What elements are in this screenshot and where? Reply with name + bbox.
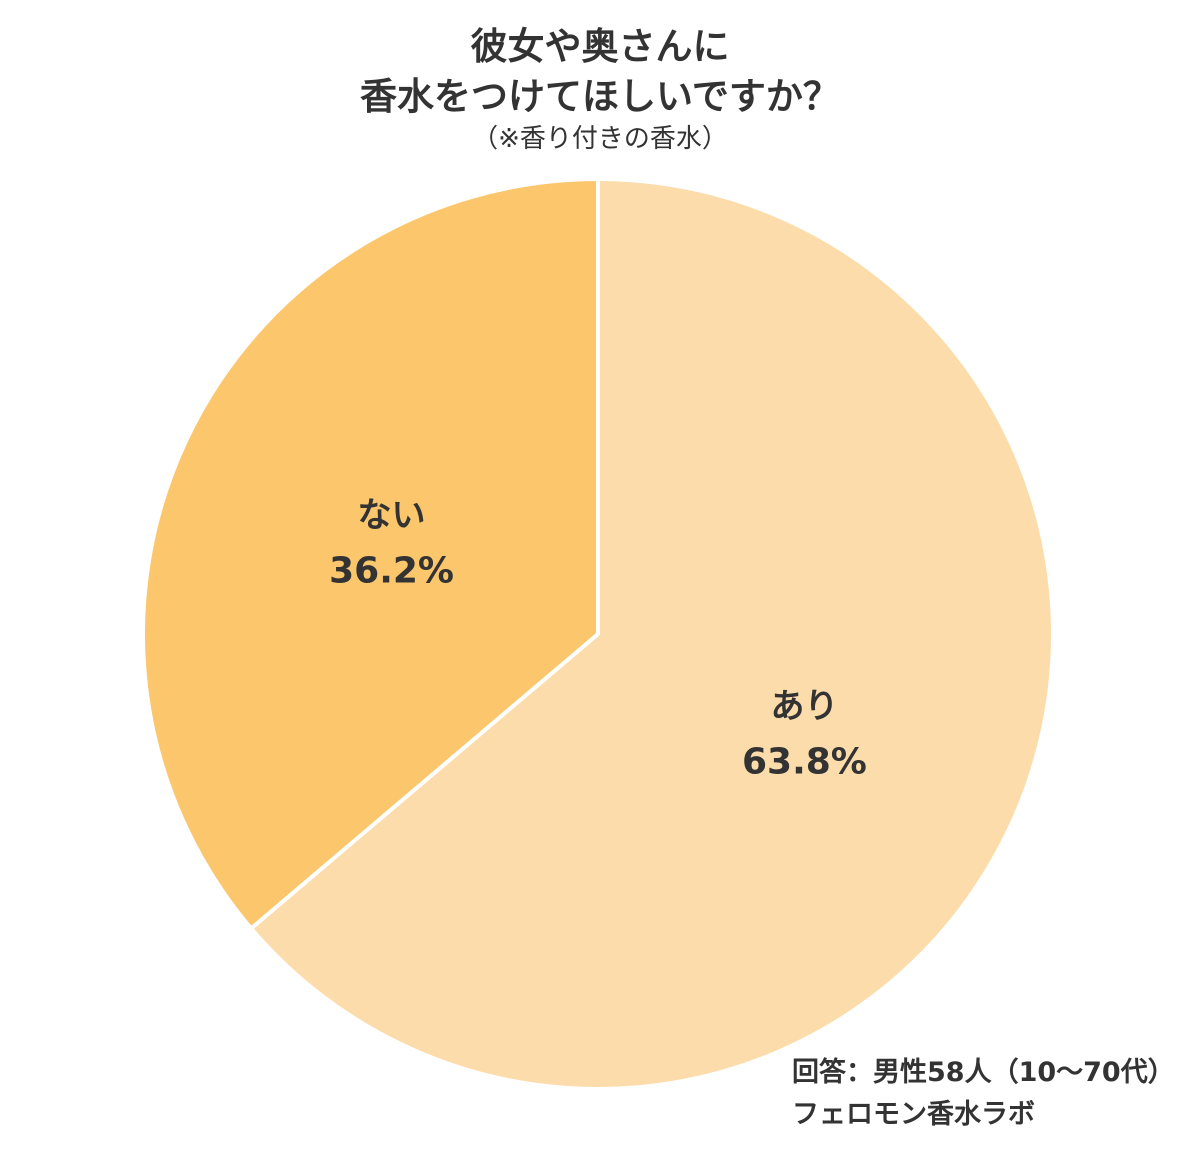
source-publisher: フェロモン香水ラボ — [792, 1099, 1035, 1130]
chart-title-line-2: 香水をつけてほしいですか？ — [360, 75, 840, 118]
slice-label-name: あり — [770, 687, 838, 727]
chart-title-block: 彼女や奥さんに 香水をつけてほしいですか？ （※香り付きの香水） — [0, 22, 1200, 156]
source-note: 回答：男性58人（10～70代） フェロモン香水ラボ — [792, 1052, 1192, 1136]
source-respondents: 回答：男性58人（10～70代） — [792, 1057, 1175, 1088]
pie-slice-no — [141, 177, 600, 931]
chart-title-line-1: 彼女や奥さんに — [470, 25, 730, 68]
chart-subtitle: （※香り付きの香水） — [472, 124, 728, 154]
slice-label-value: 36.2% — [329, 550, 454, 591]
pie-slice-yes — [249, 177, 1055, 1091]
slice-label-name: ない — [358, 495, 426, 535]
slice-label-value: 63.8% — [742, 742, 867, 783]
